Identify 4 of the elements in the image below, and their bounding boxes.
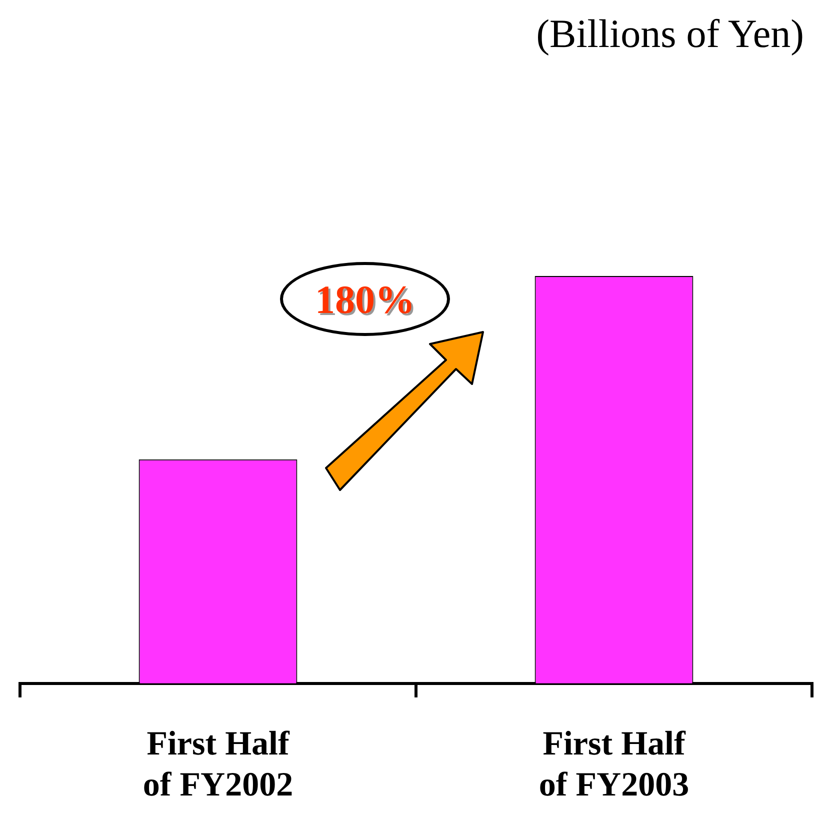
x-tick-label: First Half of FY2002 bbox=[142, 726, 294, 804]
x-tick-label: First Half of FY2003 bbox=[538, 726, 690, 804]
text: (Billions of Yen) bbox=[536, 10, 804, 57]
annotation: 180% bbox=[280, 262, 450, 336]
